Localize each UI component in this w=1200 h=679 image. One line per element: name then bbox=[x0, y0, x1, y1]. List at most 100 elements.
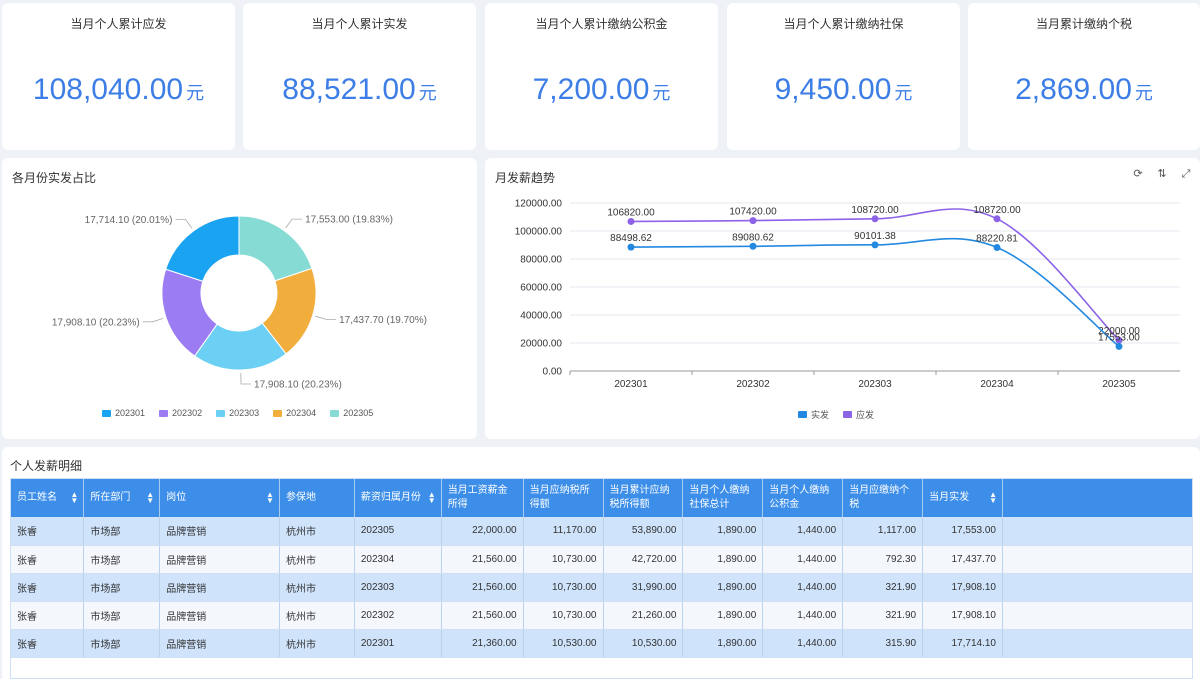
column-header[interactable]: 当月个人缴纳公积金 bbox=[762, 479, 844, 517]
legend-label: 202305 bbox=[343, 408, 374, 418]
kpi-unit: 元 bbox=[418, 83, 437, 103]
table-cell: 1,890.00 bbox=[682, 573, 764, 602]
series-line-实发[interactable] bbox=[630, 237, 1120, 348]
data-point[interactable] bbox=[749, 242, 757, 250]
data-point[interactable] bbox=[871, 241, 879, 249]
legend-item-202304[interactable]: 202304 bbox=[273, 408, 316, 418]
table-cell: 1,890.00 bbox=[682, 545, 764, 574]
table-body: 张睿 市场部 品牌营销 杭州市 202305 22,000.00 11,170.00 53,8… bbox=[11, 517, 1192, 658]
sort-icon[interactable]: ▲ ▼ bbox=[70, 490, 79, 505]
x-tick-label: 202301 bbox=[614, 379, 648, 390]
y-tick-label: 120000.00 bbox=[515, 199, 563, 210]
table-cell: 张睿 bbox=[11, 601, 85, 630]
data-point[interactable] bbox=[1115, 342, 1123, 350]
pie-label-202305: 17,553.00 (19.83%) bbox=[305, 215, 393, 226]
sort-icon[interactable]: ▲ ▼ bbox=[266, 490, 274, 505]
kpi-number: 7,200.00 bbox=[532, 73, 650, 106]
kpi-value: 108,040.00 元 bbox=[2, 73, 235, 107]
column-header[interactable]: 当月应缴纳个税 bbox=[842, 479, 924, 517]
table-cell: 17,714.10 bbox=[922, 629, 1003, 658]
column-header-label: 当月应纳税所得额 bbox=[529, 485, 590, 510]
kpi-value: 7,200.00 元 bbox=[485, 73, 718, 107]
table-row[interactable]: 张睿 市场部 品牌营销 杭州市 202304 21,560.00 10,730.00 42,7… bbox=[11, 545, 1192, 574]
kpi-card-income-tax: 当月累计缴纳个税 2,869.00 元 bbox=[968, 3, 1200, 150]
legend-item-202302[interactable]: 202302 bbox=[159, 408, 202, 418]
legend-swatch bbox=[330, 409, 340, 417]
column-header[interactable]: 当月实发 ▲ ▼ bbox=[922, 479, 1003, 517]
data-point[interactable] bbox=[993, 215, 1001, 223]
legend-item-应发[interactable]: 应发 bbox=[843, 408, 874, 421]
pie-slice-202301[interactable] bbox=[165, 215, 240, 282]
table-cell: 31,990.00 bbox=[603, 573, 684, 602]
table-cell: 10,730.00 bbox=[523, 601, 604, 630]
table-cell: 市场部 bbox=[83, 573, 161, 602]
column-header[interactable]: 薪资归属月份 ▲ ▼ bbox=[354, 479, 442, 517]
table-cell: 10,530.00 bbox=[523, 629, 604, 658]
table-cell: 21,560.00 bbox=[441, 573, 524, 602]
y-tick-label: 60000.00 bbox=[520, 283, 562, 294]
column-header[interactable]: 当月个人缴纳社保总计 bbox=[682, 479, 764, 517]
column-header[interactable]: 当月应纳税所得额 bbox=[523, 479, 604, 517]
data-point[interactable] bbox=[627, 217, 635, 225]
kpi-value: 88,521.00 元 bbox=[243, 73, 476, 107]
column-header[interactable]: 当月工资薪金所得 bbox=[441, 479, 524, 517]
data-point[interactable] bbox=[993, 243, 1001, 251]
table-cell: 53,890.00 bbox=[603, 517, 684, 546]
series-line-应发[interactable] bbox=[630, 208, 1120, 341]
kpi-unit: 元 bbox=[652, 83, 671, 103]
table-cell: 杭州市 bbox=[279, 517, 355, 546]
column-header-label: 员工姓名 bbox=[17, 492, 57, 503]
table-row[interactable]: 张睿 市场部 品牌营销 杭州市 202305 22,000.00 11,170.00 53,8… bbox=[11, 517, 1192, 546]
pie-chart[interactable]: 17,553.00 (19.83%) 17,437.70 (19.70%) 17,9… bbox=[2, 158, 477, 439]
kpi-title: 当月个人累计实发 bbox=[311, 17, 408, 31]
y-tick-label: 80000.00 bbox=[520, 255, 562, 266]
data-label: 88498.62 bbox=[610, 233, 652, 244]
kpi-unit: 元 bbox=[894, 83, 913, 103]
line-legend[interactable]: 实发 应发 bbox=[798, 408, 874, 421]
data-point[interactable] bbox=[1115, 336, 1123, 344]
column-header[interactable]: 所在部门 ▲ ▼ bbox=[83, 479, 161, 517]
table-cell: 21,560.00 bbox=[441, 545, 524, 574]
column-header-label: 参保地 bbox=[285, 492, 316, 503]
table-row[interactable]: 张睿 市场部 品牌营销 杭州市 202302 21,560.00 10,730.00 21,2… bbox=[11, 601, 1192, 630]
table-row[interactable]: 张睿 市场部 品牌营销 杭州市 202303 21,560.00 10,730.00 31,9… bbox=[11, 573, 1192, 602]
table-cell: 202302 bbox=[354, 601, 442, 630]
column-header[interactable]: 当月累计应纳税所得额 bbox=[603, 479, 684, 517]
table-cell: 张睿 bbox=[11, 517, 85, 546]
column-header[interactable]: 岗位 ▲ ▼ bbox=[159, 479, 280, 517]
column-header[interactable]: 参保地 bbox=[279, 479, 355, 517]
table-cell: 张睿 bbox=[11, 545, 85, 574]
legend-item-202303[interactable]: 202303 bbox=[216, 408, 259, 418]
sort-icon[interactable]: ⇅ bbox=[1157, 168, 1167, 180]
sort-icon[interactable]: ▲ ▼ bbox=[427, 490, 436, 505]
fullscreen-icon[interactable]: ⤢ bbox=[1181, 168, 1191, 180]
column-header-label: 当月工资薪金所得 bbox=[447, 485, 508, 510]
line-chart[interactable]: 0.00 20000.00 40000.00 60000.00 80000.00 1000… bbox=[485, 158, 1200, 439]
sort-icon[interactable]: ▲ ▼ bbox=[989, 490, 997, 505]
legend-item-实发[interactable]: 实发 bbox=[798, 408, 829, 421]
table-cell: 市场部 bbox=[83, 545, 161, 574]
data-point[interactable] bbox=[627, 243, 635, 251]
legend-label: 202302 bbox=[172, 408, 203, 418]
salary-table-container[interactable]: 员工姓名 ▲ ▼ 所在部门 ▲ ▼ 岗位 ▲ ▼ 参保地 薪资归属月份 ▲ ▼ 当月工资薪金所得 当月应纳税… bbox=[10, 478, 1193, 679]
table-cell: 品牌营销 bbox=[159, 573, 280, 602]
legend-item-202305[interactable]: 202305 bbox=[330, 408, 373, 418]
legend-label: 202303 bbox=[229, 408, 260, 418]
pie-legend[interactable]: 202301 202302 202303 202304 202305 bbox=[102, 408, 373, 418]
data-point[interactable] bbox=[871, 215, 879, 223]
refresh-icon[interactable]: ⟳ bbox=[1133, 168, 1143, 180]
table-cell: 品牌营销 bbox=[159, 517, 280, 546]
table-cell: 21,260.00 bbox=[603, 601, 684, 630]
table-cell: 22,000.00 bbox=[441, 517, 524, 546]
table-cell-filler bbox=[1002, 601, 1192, 630]
data-label: 108720.00 bbox=[851, 205, 899, 216]
column-header[interactable]: 员工姓名 ▲ ▼ bbox=[11, 479, 85, 517]
table-row[interactable]: 张睿 市场部 品牌营销 杭州市 202301 21,360.00 10,530.00 10,5… bbox=[11, 629, 1192, 658]
legend-item-202301[interactable]: 202301 bbox=[102, 408, 145, 418]
pie-slice-202305[interactable] bbox=[238, 215, 313, 282]
data-point[interactable] bbox=[749, 217, 757, 225]
table-cell: 杭州市 bbox=[279, 545, 355, 574]
table-cell: 315.90 bbox=[842, 629, 924, 658]
sort-icon[interactable]: ▲ ▼ bbox=[146, 490, 155, 505]
pie-label-line bbox=[285, 218, 303, 229]
